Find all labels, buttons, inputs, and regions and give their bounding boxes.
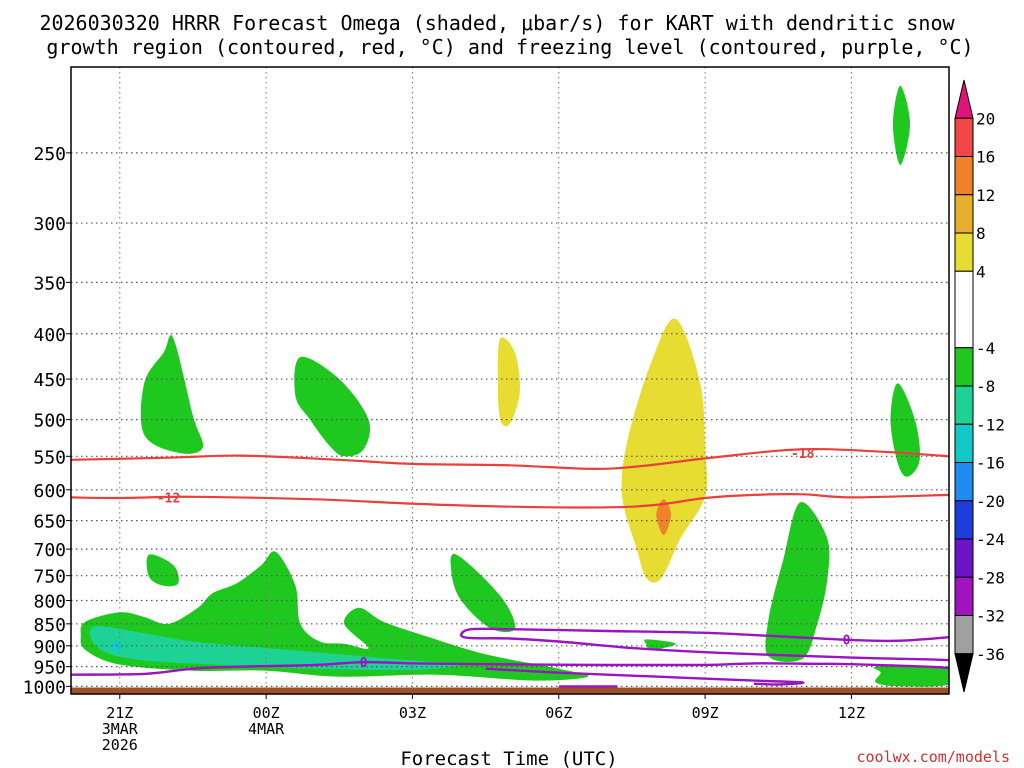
freezing-level-3 <box>485 667 805 686</box>
x-axis-label: Forecast Time (UTC) <box>400 748 617 768</box>
contour-minus12-label: -12 <box>157 491 180 506</box>
omega-region-4 <box>621 318 708 583</box>
colorbar-bin <box>954 462 974 502</box>
contour-minus18-label: -18 <box>791 447 815 462</box>
colorbar: 20 16 12 8 4 -4 -8 -12 -16 -20 -24 -28 -32 -36 <box>954 79 1005 693</box>
y-tick-label: 900 <box>33 637 66 658</box>
y-tick-label: 250 <box>33 144 66 165</box>
contour-layer: -18 -12 0 0 <box>71 447 949 688</box>
omega-region-6 <box>892 85 910 165</box>
omega-region-5 <box>656 499 671 536</box>
omega-region-3 <box>497 337 520 427</box>
colorbar-label: -20 <box>976 492 1005 511</box>
x-tick-label: 12Z <box>838 704 865 722</box>
chart-title-line-1: 2026030320 HRRR Forecast Omega (shaded, … <box>39 11 955 35</box>
omega-region-9 <box>450 553 516 633</box>
omega-region-2 <box>294 356 371 457</box>
freezing-level-2-line <box>71 660 949 676</box>
colorbar-bin <box>954 538 974 578</box>
y-tick-label: 700 <box>33 540 66 561</box>
freezing-level-1-line <box>460 627 949 662</box>
colorbar-label: 4 <box>976 262 986 281</box>
terrain-layer <box>71 687 949 694</box>
colorbar-label: -8 <box>976 377 995 396</box>
colorbar-bin <box>954 500 974 540</box>
terrain-strip <box>71 687 949 694</box>
freezing-level-2-label: 0 <box>360 656 368 671</box>
omega-region-7 <box>890 383 921 477</box>
omega-region-11 <box>644 639 676 651</box>
colorbar-label: 16 <box>976 148 995 167</box>
x-tick-label: 00Z <box>253 704 280 722</box>
colorbar-label: -12 <box>976 415 1005 434</box>
colorbar-bin <box>954 232 974 272</box>
colorbar-bin <box>954 653 974 693</box>
colorbar-bin <box>954 270 974 349</box>
colorbar-label: 20 <box>976 109 995 128</box>
contour-minus12: -12 <box>71 491 949 509</box>
colorbar-bin <box>954 117 974 157</box>
omega-shading-layer <box>80 85 949 687</box>
x-tick-label: 03Z <box>399 704 426 722</box>
x-tick-label: 09Z <box>692 704 719 722</box>
y-tick-label: 350 <box>33 273 66 294</box>
x-tick-label: 2026 <box>102 736 138 754</box>
omega-region-10 <box>765 502 830 662</box>
y-tick-label: 650 <box>33 512 66 533</box>
colorbar-bin <box>954 79 974 119</box>
colorbar-label: -4 <box>976 339 995 358</box>
y-tick-label: 300 <box>33 214 66 235</box>
x-tick-label: 21Z <box>106 704 133 722</box>
y-tick-label: 400 <box>33 325 66 346</box>
y-tick-label: 800 <box>33 592 66 613</box>
colorbar-label: -32 <box>976 607 1005 626</box>
y-tick-label: 1000 <box>23 677 66 698</box>
y-axis: 2503003504004505005506006507007508008509… <box>23 144 71 698</box>
colorbar-bin <box>954 194 974 234</box>
colorbar-label: -24 <box>976 530 1005 549</box>
y-tick-label: 600 <box>33 481 66 502</box>
colorbar-bin <box>954 576 974 616</box>
contour-minus18: -18 <box>71 447 949 470</box>
y-tick-label: 550 <box>33 447 66 468</box>
freezing-level-3-line <box>485 667 805 686</box>
colorbar-bin <box>954 385 974 425</box>
omega-region-14 <box>89 625 462 671</box>
colorbar-bin <box>954 615 974 655</box>
y-tick-label: 850 <box>33 615 66 636</box>
chart-title-line-2: growth region (contoured, red, °C) and f… <box>46 35 973 59</box>
plot-frame <box>70 66 950 695</box>
freezing-level-2: 0 <box>71 656 949 676</box>
x-tick-label: 06Z <box>545 704 572 722</box>
x-tick-label: 4MAR <box>248 720 285 738</box>
x-tick-label: 3MAR <box>102 720 139 738</box>
omega-region-1 <box>140 335 204 454</box>
colorbar-label: -28 <box>976 568 1005 587</box>
omega-region-12 <box>873 665 949 687</box>
colorbar-bin <box>954 156 974 196</box>
omega-region-8 <box>146 554 179 587</box>
y-tick-label: 500 <box>33 411 66 432</box>
y-tick-label: 450 <box>33 370 66 391</box>
y-tick-label: 950 <box>33 658 66 679</box>
colorbar-bin <box>954 347 974 387</box>
y-tick-label: 750 <box>33 567 66 588</box>
contour-minus12-line <box>71 492 949 509</box>
colorbar-bin <box>954 423 974 463</box>
freezing-level-1-label: 0 <box>843 633 851 648</box>
freezing-level-1: 0 <box>460 627 949 662</box>
colorbar-label: -36 <box>976 645 1005 664</box>
colorbar-label: -16 <box>976 454 1005 473</box>
watermark: coolwx.com/models <box>856 748 1010 766</box>
colorbar-label: 12 <box>976 186 995 205</box>
colorbar-label: 8 <box>976 224 986 243</box>
contour-minus18-line <box>71 447 949 470</box>
